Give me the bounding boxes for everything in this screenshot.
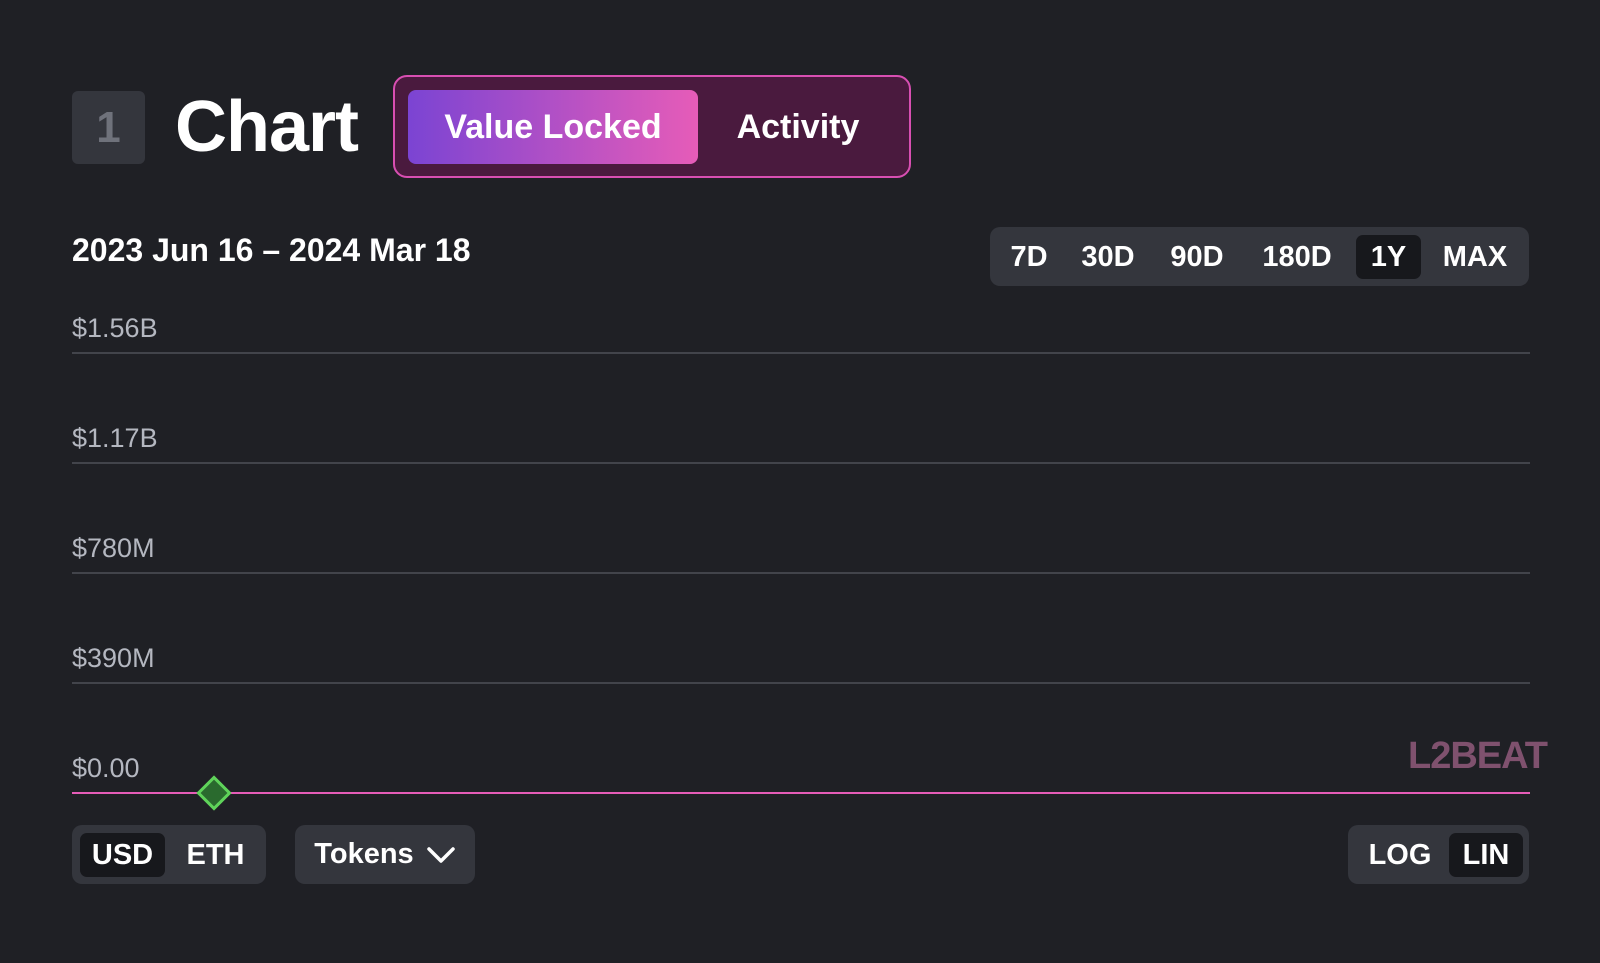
y-tick-label: $1.56B [72, 313, 158, 343]
tokens-dropdown-label: Tokens [314, 838, 414, 870]
date-range: 2023 Jun 16 – 2024 Mar 18 [72, 232, 471, 268]
unit-eth-button[interactable]: ETH [186, 838, 245, 871]
scale-lin-button[interactable]: LIN [1449, 833, 1523, 877]
page-title: Chart [175, 87, 359, 167]
time-range-selector: 7D 30D 90D 180D 1Y MAX [990, 227, 1529, 286]
time-range-7d-button[interactable]: 7D [1010, 240, 1048, 273]
scale-selector: LOG LIN [1348, 825, 1529, 884]
chart-type-tabs: Value Locked Activity [393, 75, 911, 178]
time-range-30d-button[interactable]: 30D [1081, 240, 1135, 273]
time-range-90d-button[interactable]: 90D [1170, 240, 1224, 273]
event-marker-diamond[interactable] [196, 775, 232, 811]
time-range-180d-button[interactable]: 180D [1262, 240, 1332, 273]
tab-activity[interactable]: Activity [736, 107, 860, 146]
unit-usd-button[interactable]: USD [80, 833, 165, 877]
y-tick-label: $0.00 [72, 753, 140, 783]
scale-log-button[interactable]: LOG [1368, 838, 1432, 871]
y-tick-label: $1.17B [72, 423, 158, 453]
time-range-max-button[interactable]: MAX [1442, 240, 1508, 273]
section-number-badge: 1 [72, 91, 145, 164]
tokens-dropdown[interactable]: Tokens [295, 825, 475, 884]
unit-selector: USD ETH [72, 825, 266, 884]
y-tick-label: $780M [72, 533, 155, 563]
tab-value-locked[interactable]: Value Locked [408, 90, 698, 164]
time-range-1y-button[interactable]: 1Y [1356, 235, 1421, 279]
chevron-down-icon [426, 846, 455, 863]
l2beat-watermark-logo: L2BEAT [1408, 735, 1548, 777]
y-tick-label: $390M [72, 643, 155, 673]
